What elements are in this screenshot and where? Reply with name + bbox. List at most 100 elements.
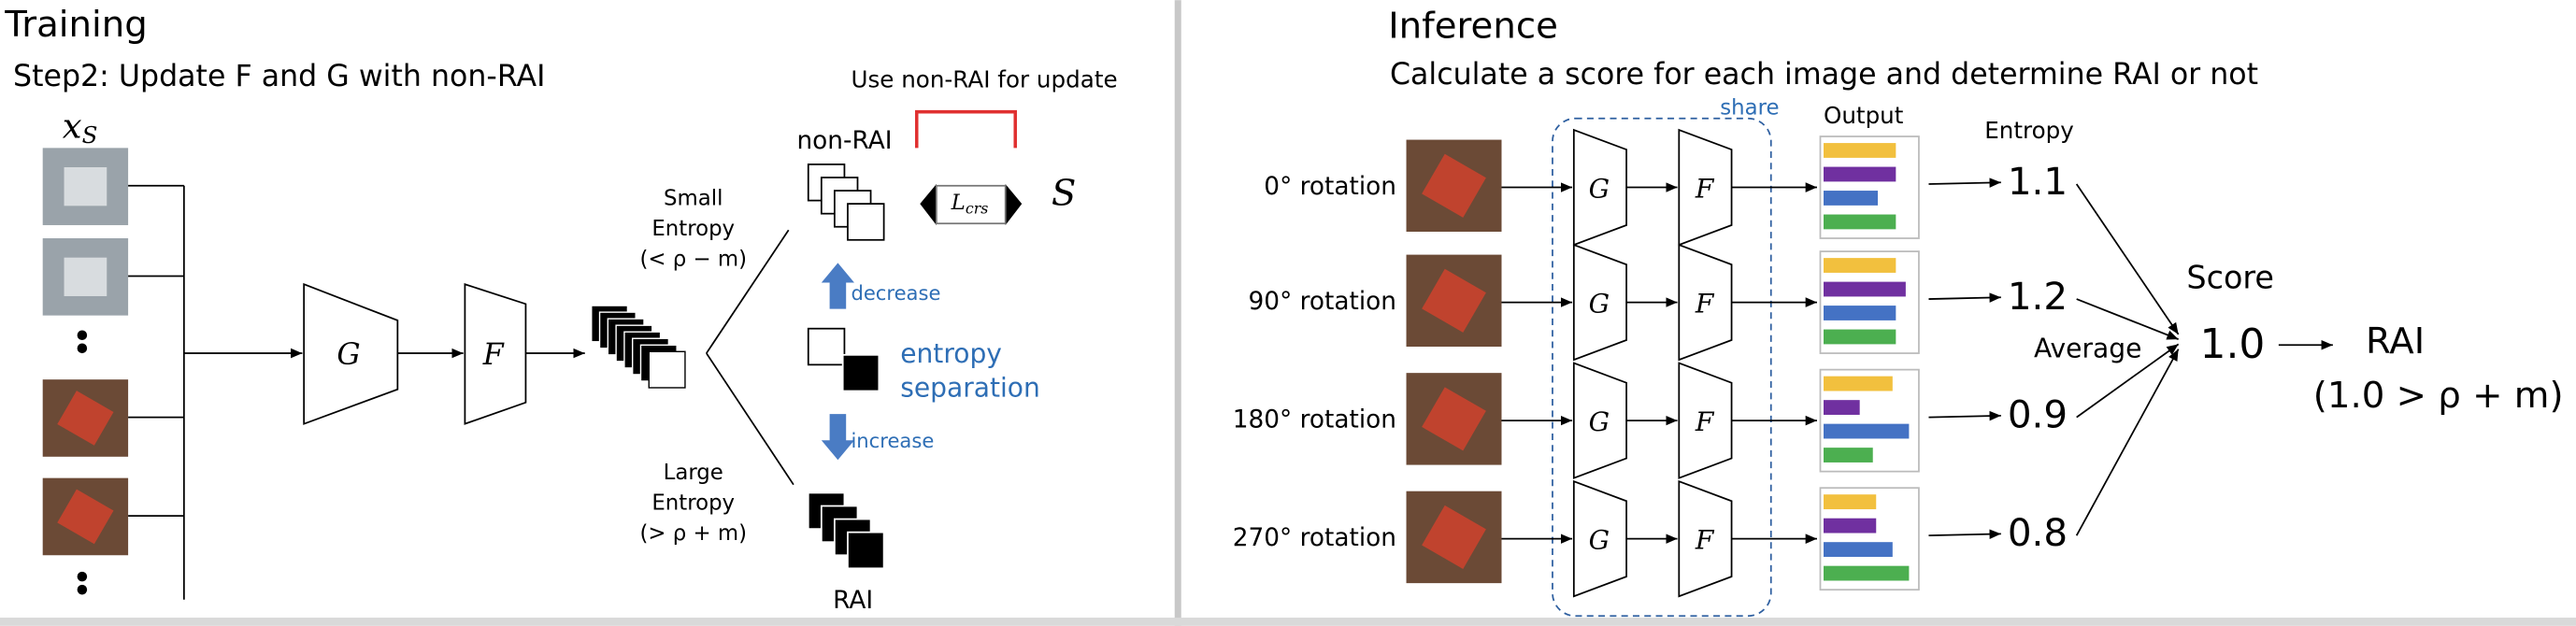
- arrow: [1928, 410, 2001, 421]
- separation-line-1: entropy: [900, 338, 1002, 369]
- to-score: [2076, 298, 2179, 340]
- down-arrow: [821, 414, 854, 461]
- ellipsis-dot: [77, 584, 88, 595]
- bottom-strip: [0, 618, 2576, 626]
- update-bracket: [915, 109, 1017, 149]
- arrow: [1928, 292, 2001, 303]
- entropy-condition: (> ρ + m): [639, 521, 747, 546]
- entropy-value: 0.9: [2008, 392, 2068, 437]
- g-label: G: [336, 338, 360, 372]
- ellipsis-dot: [77, 343, 88, 354]
- entropy-condition: (< ρ − m): [639, 247, 747, 271]
- update-note: Use non-RAI for update: [851, 65, 1117, 92]
- f-label: F: [1695, 174, 1715, 205]
- photo-subject: [1422, 153, 1486, 218]
- to-score: [2075, 349, 2180, 536]
- output-bar: [1823, 518, 1877, 534]
- loss-label: Lcrs: [951, 191, 989, 217]
- network-g: [1572, 479, 1627, 598]
- f-label: F: [1695, 289, 1715, 320]
- ellipsis-dot: [77, 330, 88, 341]
- score-label: Score: [2186, 259, 2273, 295]
- network-f: [1678, 479, 1733, 598]
- g-label: G: [1589, 289, 1610, 320]
- sample-squares: [807, 164, 885, 570]
- entropy-conditions: Small Entropy (< ρ − m) Large Entropy (> ρ + …: [639, 186, 747, 546]
- divider: [1174, 0, 1181, 626]
- network-f: [464, 283, 527, 425]
- network-g: [1572, 243, 1627, 362]
- output-bar: [1823, 494, 1877, 510]
- input-images: [42, 148, 184, 595]
- network-f: [1678, 362, 1733, 479]
- ellipsis-dot: [77, 571, 88, 582]
- output-bar: [1823, 423, 1910, 439]
- output-bar: [1823, 166, 1896, 182]
- network-g: [303, 282, 399, 425]
- photo-subject: [1422, 387, 1486, 451]
- g-label: G: [1589, 406, 1610, 437]
- rotation-label: 90° rotation: [1249, 288, 1396, 316]
- rotation-label: 180° rotation: [1233, 406, 1396, 434]
- g-label: G: [1589, 525, 1610, 556]
- network-g: [1572, 128, 1627, 247]
- entropy-condition: Entropy: [651, 491, 735, 515]
- average-label: Average: [2034, 334, 2141, 364]
- output-bar: [1823, 191, 1878, 206]
- increase-label: increase: [851, 429, 934, 452]
- arrow: [1928, 529, 2001, 539]
- mixed-square: [841, 353, 880, 392]
- entropy-value: 1.1: [2008, 159, 2068, 204]
- condition-label: (1.0 > ρ + m): [2313, 375, 2564, 417]
- loss-box: [935, 184, 1007, 225]
- share-label: share: [1720, 96, 1779, 121]
- rotation-label: 0° rotation: [1264, 173, 1396, 201]
- training-title: Training: [4, 4, 148, 46]
- branch-line: [706, 352, 794, 486]
- entropy-value: 0.8: [2008, 510, 2068, 555]
- to-score: [2075, 183, 2180, 335]
- output-bar: [1823, 258, 1896, 273]
- entropy-condition: Entropy: [651, 217, 735, 241]
- output-bar: [1823, 329, 1896, 345]
- up-arrow: [821, 263, 854, 309]
- inference-subtitle: Calculate a score for each image and det…: [1390, 58, 2258, 92]
- input-main: x: [63, 106, 82, 146]
- output-bar: [1823, 565, 1910, 581]
- loss-main: L: [951, 191, 966, 215]
- photo-subject: [64, 257, 107, 296]
- target-label: S: [1052, 172, 1076, 214]
- entropy-value: 1.2: [2008, 274, 2068, 319]
- output-bar: [1823, 542, 1893, 558]
- separation-line-2: separation: [900, 373, 1040, 404]
- rai-label: RAI: [833, 587, 873, 615]
- network-f: [1678, 243, 1733, 362]
- output-label: Output: [1824, 102, 1904, 129]
- feature-stack: [591, 305, 686, 389]
- rai-square: [847, 531, 885, 570]
- loss-sub: crs: [966, 199, 989, 217]
- rotation-label: 270° rotation: [1233, 524, 1396, 552]
- training-step: Step2: Update F and G with non-RAI: [13, 60, 545, 93]
- to-score: [2076, 343, 2180, 419]
- result-label: RAI: [2366, 320, 2425, 363]
- non-rai-label: non-RAI: [796, 127, 892, 155]
- photo-subject: [57, 489, 114, 545]
- network-g: [1572, 362, 1627, 479]
- output-bar: [1823, 376, 1893, 391]
- entropy-label: Entropy: [1984, 117, 2074, 144]
- branch-line: [706, 229, 790, 354]
- feature-map: [648, 350, 686, 389]
- f-label: F: [482, 338, 505, 372]
- photo-subject: [64, 167, 107, 206]
- share-box: [1552, 117, 1772, 618]
- inference-rows: 0° rotation G F 1.1 90° rotation G F 1.2 180° ro…: [1233, 128, 2180, 598]
- output-bar: [1823, 400, 1860, 415]
- photo-subject: [1422, 505, 1486, 569]
- score-value: 1.0: [2199, 320, 2265, 368]
- output-bar: [1823, 306, 1896, 320]
